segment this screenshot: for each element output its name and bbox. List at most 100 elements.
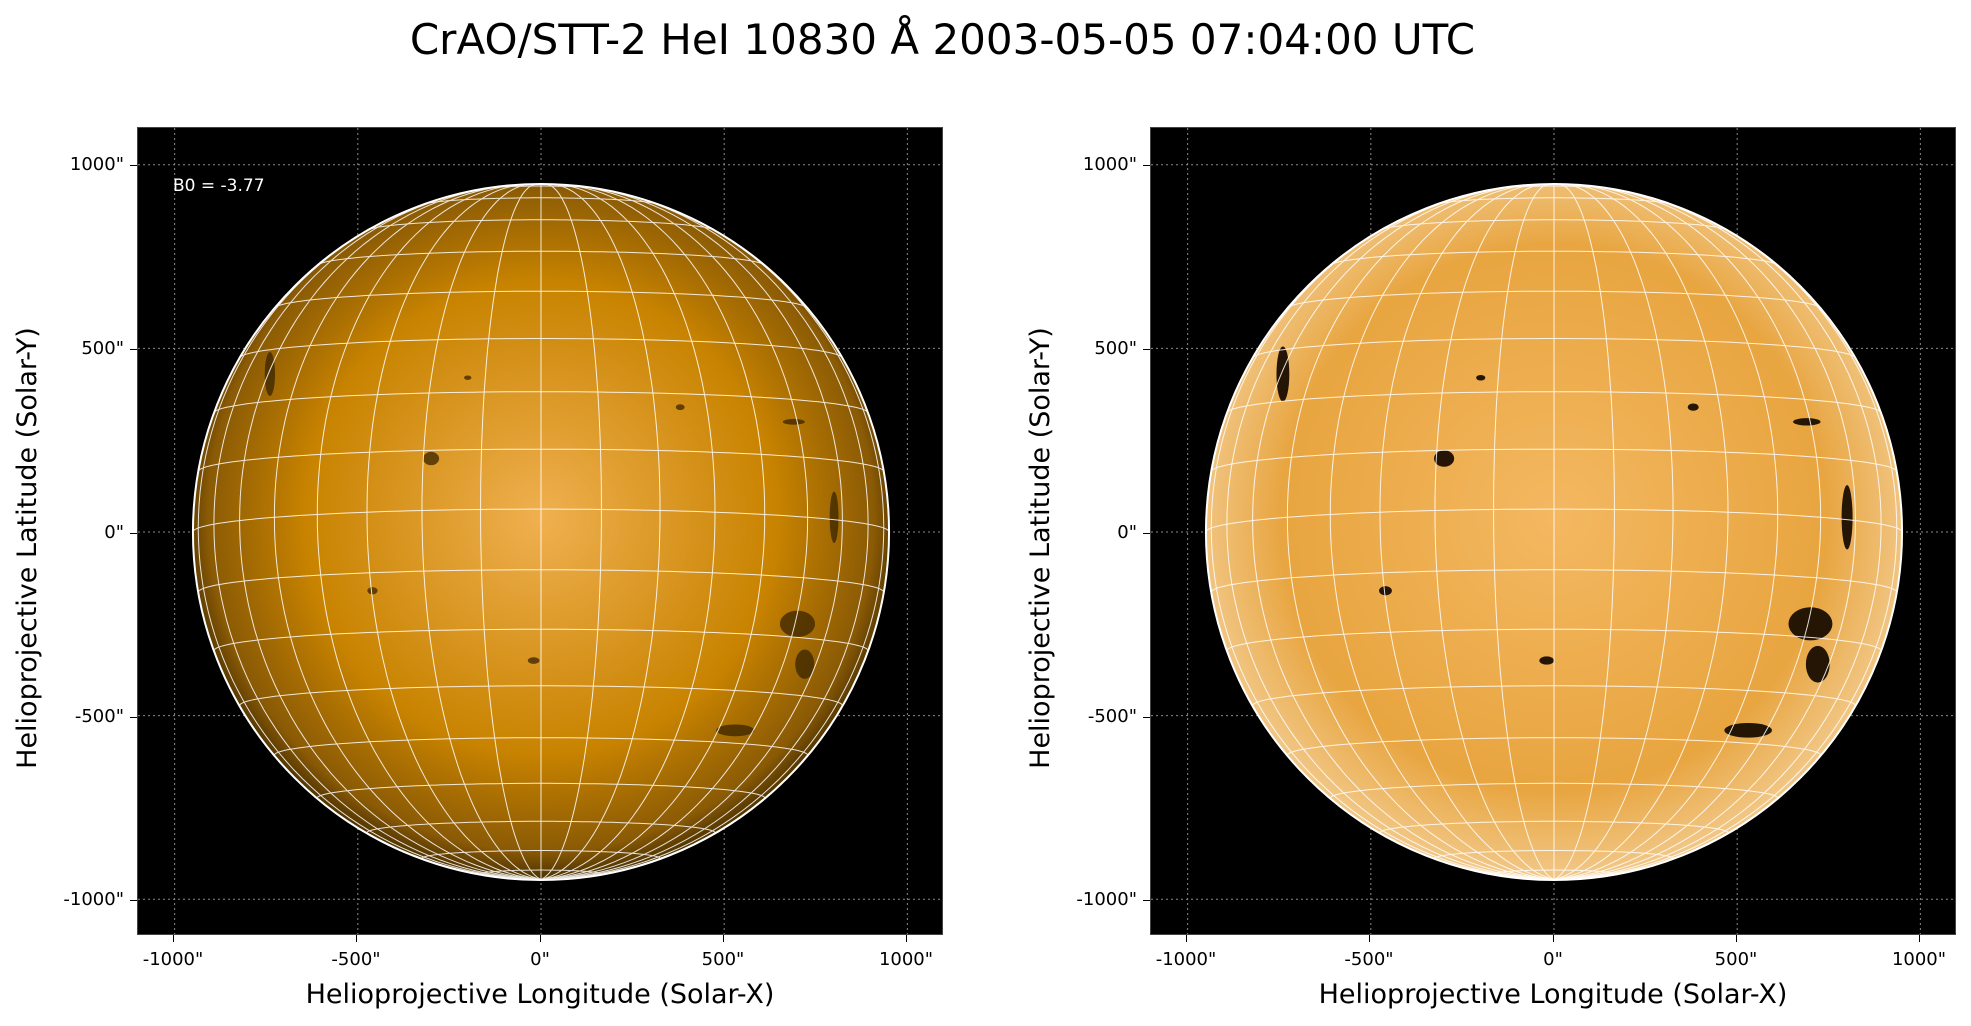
- meridian-line: [480, 183, 542, 880]
- solar-disk-svg-left: [138, 128, 942, 934]
- parallel-line: [368, 219, 714, 231]
- y-tick-mark: [130, 717, 137, 718]
- parallel-line: [1252, 338, 1856, 358]
- parallel-line: [1287, 290, 1821, 308]
- meridian-line: [540, 186, 843, 880]
- x-tick-label: -500": [1344, 949, 1394, 970]
- x-tick-label: 500": [701, 949, 745, 970]
- meridian-line: [1553, 184, 1779, 880]
- y-tick-label: -500": [74, 706, 124, 727]
- meridian-line: [1493, 183, 1555, 880]
- solar-image-right: [1150, 127, 1956, 935]
- meridian-line: [1434, 183, 1555, 880]
- dark-filament: [1793, 418, 1821, 426]
- y-tick-mark: [130, 349, 137, 350]
- x-tick-mark: [540, 935, 541, 942]
- y-tick-label: 0": [1117, 522, 1137, 543]
- dark-filament: [1805, 645, 1830, 683]
- parallel-line: [274, 290, 808, 308]
- dark-filament: [675, 404, 685, 411]
- y-tick-label: 1000": [69, 154, 124, 175]
- parallel-line: [1381, 219, 1727, 231]
- x-tick-mark: [1736, 935, 1737, 942]
- y-axis-label: Helioprojective Latitude (Solar-Y): [12, 327, 43, 769]
- parallel-line: [1205, 508, 1903, 533]
- dark-filament: [527, 657, 540, 664]
- solar-limb: [191, 182, 891, 882]
- x-tick-label: 1000": [878, 949, 934, 970]
- dark-filament: [716, 724, 755, 737]
- parallel-line: [1434, 850, 1674, 859]
- dark-filament: [464, 375, 472, 380]
- parallel-line: [1252, 685, 1856, 706]
- y-tick-mark: [1143, 717, 1150, 718]
- x-tick-label: 0": [1543, 949, 1563, 970]
- parallel-line: [1210, 569, 1898, 593]
- parallel-line: [1226, 391, 1882, 413]
- y-tick-label: 0": [104, 522, 124, 543]
- parallel-line: [192, 508, 890, 533]
- meridian-line: [316, 184, 542, 880]
- meridian-line: [1329, 184, 1555, 880]
- x-tick-mark: [356, 935, 357, 942]
- x-tick-mark: [906, 935, 907, 942]
- parallel-line: [197, 569, 885, 593]
- parallel-line: [1437, 197, 1671, 205]
- y-tick-mark: [1143, 349, 1150, 350]
- x-tick-mark: [1186, 935, 1187, 942]
- b0-annotation: B0 = -3.77: [173, 176, 265, 196]
- y-tick-mark: [1143, 533, 1150, 534]
- x-tick-mark: [1919, 935, 1920, 942]
- x-axis-label: Helioprojective Longitude (Solar-X): [305, 979, 775, 1010]
- parallel-line: [239, 338, 843, 358]
- parallel-line: [318, 250, 764, 265]
- y-tick-label: 1000": [1082, 154, 1137, 175]
- dark-filament: [1539, 656, 1554, 665]
- parallel-line: [1286, 737, 1822, 756]
- meridian-line: [540, 208, 885, 880]
- figure-title: CrAO/STT-2 HeI 10830 Å 2003-05-05 07:04:…: [409, 15, 1476, 64]
- y-tick-label: -500": [1087, 706, 1137, 727]
- meridian-line: [421, 183, 542, 880]
- meridian-line: [1379, 184, 1555, 880]
- y-tick-label: -1000": [1076, 889, 1137, 910]
- dark-filament: [1379, 586, 1392, 596]
- x-tick-mark: [1369, 935, 1370, 942]
- x-tick-label: 1000": [1891, 949, 1947, 970]
- meridian-line: [1553, 183, 1674, 880]
- meridian-line: [273, 184, 542, 880]
- solar-disk-svg-right: [1151, 128, 1955, 934]
- y-tick-mark: [1143, 900, 1150, 901]
- x-tick-label: 0": [530, 949, 550, 970]
- x-tick-label: -500": [331, 949, 381, 970]
- x-tick-mark: [1553, 935, 1554, 942]
- y-tick-mark: [130, 533, 137, 534]
- x-tick-label: -1000": [142, 949, 204, 970]
- parallel-line: [1329, 782, 1779, 799]
- x-tick-label: 500": [1714, 949, 1758, 970]
- meridian-line: [1553, 184, 1729, 880]
- parallel-line: [213, 391, 869, 413]
- dark-filament: [367, 587, 378, 595]
- parallel-line: [480, 869, 602, 875]
- dark-filament: [829, 491, 839, 544]
- y-tick-mark: [130, 165, 137, 166]
- dark-filament: [1476, 374, 1486, 381]
- dark-filament: [795, 649, 815, 679]
- y-axis-label: Helioprojective Latitude (Solar-Y): [1025, 327, 1056, 769]
- dark-filament: [423, 451, 440, 466]
- dark-filament: [264, 352, 276, 397]
- parallel-line: [1226, 628, 1882, 651]
- meridian-line: [1210, 208, 1555, 880]
- parallel-line: [366, 820, 716, 833]
- meridian-line: [1553, 183, 1615, 880]
- parallel-line: [198, 448, 884, 472]
- y-tick-mark: [130, 900, 137, 901]
- x-tick-mark: [723, 935, 724, 942]
- parallel-line: [421, 850, 661, 859]
- y-tick-label: -1000": [63, 889, 124, 910]
- parallel-line: [273, 737, 809, 756]
- parallel-line: [424, 197, 658, 205]
- parallel-line: [1379, 820, 1729, 833]
- solar-limb: [1204, 182, 1904, 882]
